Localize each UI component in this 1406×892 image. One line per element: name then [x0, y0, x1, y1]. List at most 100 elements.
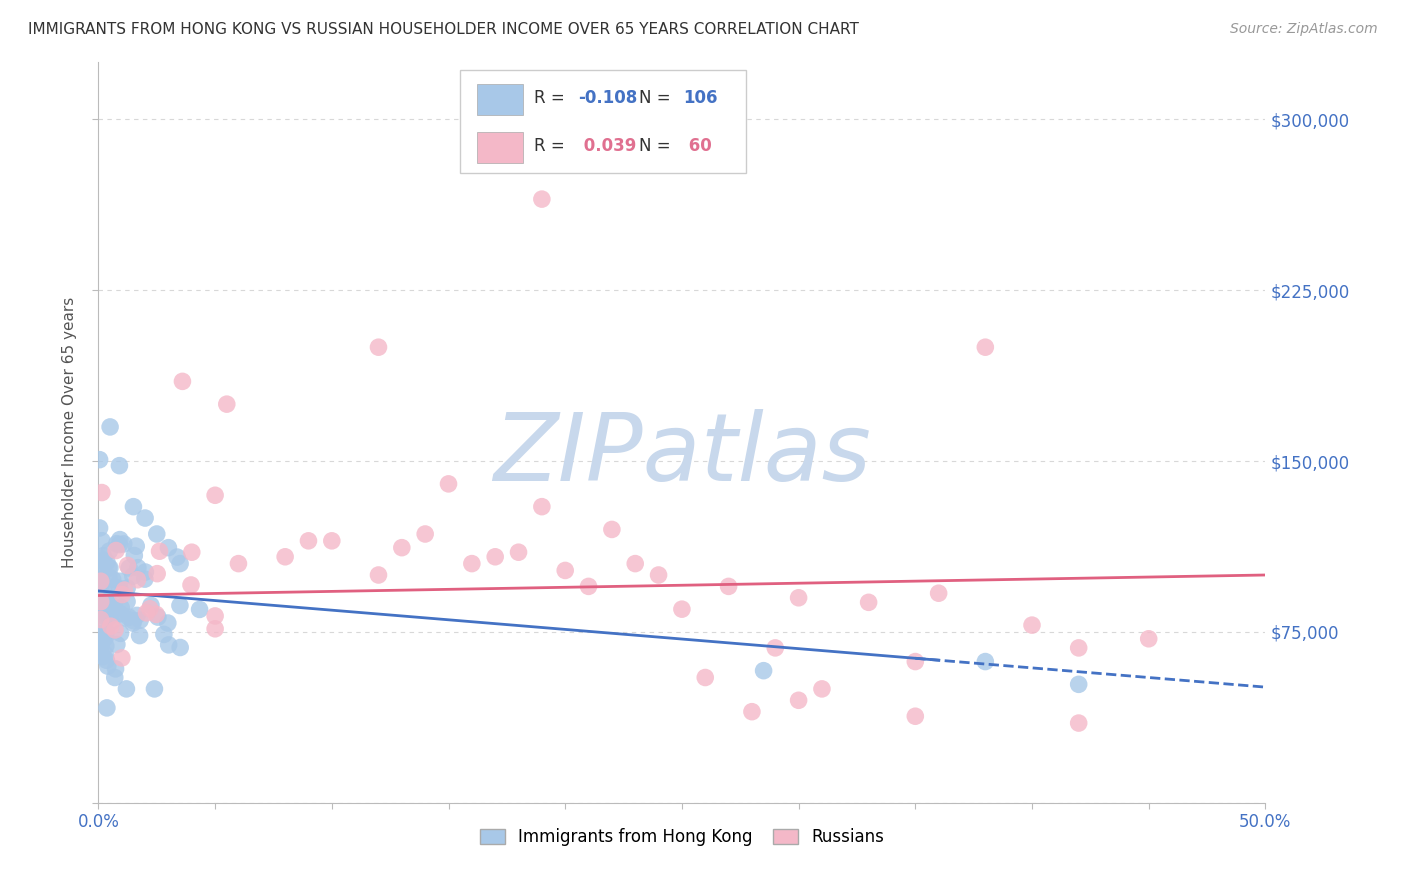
Point: [111, 588, 134, 602]
Point: [858, 595, 880, 609]
Point: [134, 572, 156, 586]
Point: [100, 615, 122, 629]
Point: [787, 693, 810, 707]
Point: [157, 638, 180, 652]
Point: [367, 340, 389, 354]
Point: [122, 500, 145, 514]
Point: [188, 602, 211, 616]
Point: [90, 561, 112, 575]
Point: [413, 527, 436, 541]
Point: [904, 655, 927, 669]
Point: [90, 485, 112, 500]
Text: -0.108: -0.108: [578, 88, 637, 107]
Point: [156, 615, 179, 630]
Point: [89, 627, 111, 641]
Point: [115, 594, 138, 608]
Point: [204, 609, 226, 624]
Point: [204, 622, 226, 636]
Point: [530, 500, 553, 514]
Point: [104, 623, 127, 637]
Point: [1137, 632, 1160, 646]
Point: [97, 592, 120, 607]
Point: [91, 533, 114, 548]
Point: [115, 681, 138, 696]
Point: [90, 613, 112, 627]
Text: R =: R =: [534, 88, 569, 107]
Point: [128, 629, 150, 643]
Point: [115, 581, 138, 595]
Text: R =: R =: [534, 136, 569, 154]
FancyBboxPatch shape: [460, 70, 747, 173]
Point: [974, 655, 997, 669]
Point: [166, 550, 188, 565]
Point: [904, 709, 927, 723]
Point: [127, 573, 149, 587]
Point: [139, 601, 162, 615]
Point: [122, 614, 145, 628]
Point: [89, 627, 111, 641]
Point: [121, 569, 143, 583]
Point: [96, 653, 118, 667]
Point: [94, 648, 117, 662]
Legend: Immigrants from Hong Kong, Russians: Immigrants from Hong Kong, Russians: [479, 829, 884, 847]
Point: [94, 631, 117, 645]
Point: [321, 533, 343, 548]
Point: [114, 583, 136, 598]
Point: [89, 601, 111, 615]
Point: [91, 564, 114, 578]
Point: [111, 651, 134, 665]
Point: [108, 538, 131, 552]
Point: [93, 581, 115, 595]
Point: [624, 557, 647, 571]
Point: [297, 533, 319, 548]
Point: [90, 629, 112, 643]
Point: [97, 560, 120, 574]
Point: [135, 606, 157, 620]
Point: [180, 578, 202, 592]
Text: N =: N =: [638, 136, 676, 154]
Point: [671, 602, 693, 616]
Point: [695, 671, 717, 685]
Point: [101, 605, 124, 619]
Point: [118, 610, 141, 624]
Point: [554, 564, 576, 578]
Point: [108, 458, 131, 473]
Point: [1067, 640, 1090, 655]
Point: [134, 511, 156, 525]
Point: [153, 627, 176, 641]
Point: [647, 568, 669, 582]
Text: 0.039: 0.039: [578, 136, 637, 154]
Point: [104, 671, 127, 685]
Point: [1021, 618, 1043, 632]
Point: [96, 607, 118, 621]
Point: [787, 591, 810, 605]
Point: [484, 549, 506, 564]
Point: [145, 607, 167, 622]
Point: [89, 583, 111, 598]
Point: [90, 595, 112, 609]
Point: [530, 192, 553, 206]
Point: [125, 539, 148, 553]
Text: IMMIGRANTS FROM HONG KONG VS RUSSIAN HOUSEHOLDER INCOME OVER 65 YEARS CORRELATIO: IMMIGRANTS FROM HONG KONG VS RUSSIAN HOU…: [28, 22, 859, 37]
Point: [215, 397, 238, 411]
Point: [112, 537, 135, 551]
Point: [105, 537, 128, 551]
Point: [96, 555, 118, 569]
Point: [90, 615, 112, 629]
Point: [146, 566, 169, 581]
Point: [91, 634, 114, 648]
Point: [391, 541, 413, 555]
Text: 106: 106: [683, 88, 717, 107]
FancyBboxPatch shape: [477, 84, 523, 115]
Point: [600, 523, 623, 537]
Point: [105, 543, 128, 558]
Point: [139, 599, 162, 613]
Point: [134, 565, 156, 579]
Point: [578, 579, 600, 593]
FancyBboxPatch shape: [477, 132, 523, 162]
Point: [98, 420, 121, 434]
Point: [122, 616, 145, 631]
Point: [204, 488, 226, 502]
Text: N =: N =: [638, 88, 676, 107]
Point: [96, 701, 118, 715]
